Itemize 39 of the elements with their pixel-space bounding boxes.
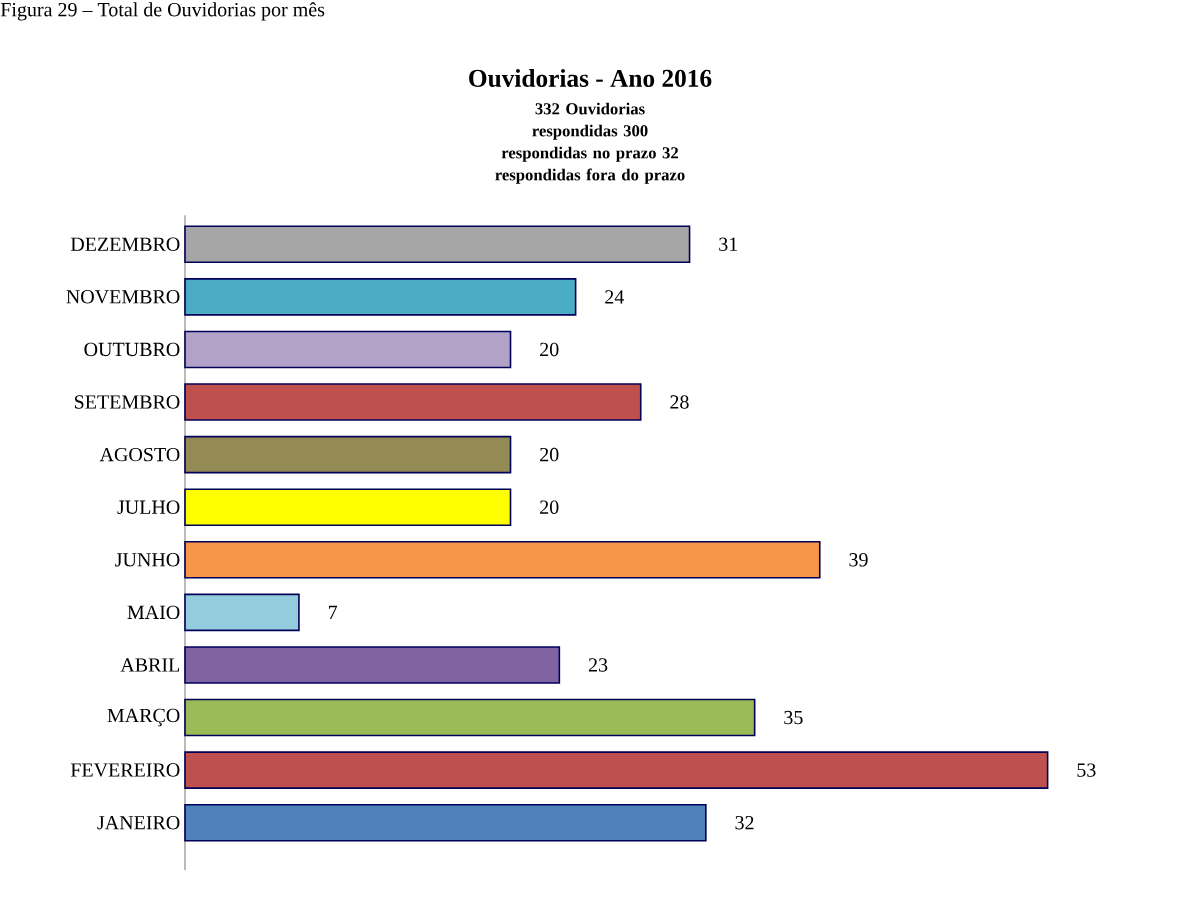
bar (184, 383, 642, 421)
y-tick-label: ABRIL (120, 658, 180, 672)
data-label: 20 (540, 342, 559, 357)
bar (184, 751, 1049, 789)
bar (184, 330, 512, 369)
chart-title: Ouvidorias - Ano 2016 (469, 69, 712, 87)
y-tick-label: SETEMBRO (74, 395, 180, 409)
data-label: 32 (735, 815, 754, 830)
data-label: 31 (719, 237, 738, 251)
y-tick-label: MAIO (127, 605, 180, 620)
y-tick-label: OUTUBRO (84, 342, 180, 357)
data-label: 20 (540, 447, 559, 462)
y-tick-label: FEVEREIRO (70, 763, 180, 777)
y-tick-label: MARÇO (107, 708, 180, 727)
y-tick-label: AGOSTO (99, 447, 180, 462)
bar (184, 278, 577, 316)
chart-subtitle: 332 Ouvidorias respondidas 300 respondidas no prazo 32 respondidas fora do prazo (495, 102, 685, 184)
text: Figura 29 – Total de Ouvidorias por mês (0, 2, 325, 21)
bar (184, 488, 512, 526)
bar (184, 646, 561, 684)
bar (184, 225, 691, 264)
data-label: 24 (605, 290, 625, 304)
y-tick-label: JUNHO (115, 553, 180, 567)
bar (184, 803, 707, 842)
data-label: 35 (784, 710, 803, 725)
y-tick-label: JANEIRO (97, 815, 180, 830)
data-label: 23 (588, 658, 608, 672)
y-tick-label: DEZEMBRO (70, 237, 180, 251)
bar (184, 435, 512, 474)
y-tick-label: JULHO (117, 500, 180, 514)
bar (184, 698, 756, 737)
data-label: 28 (670, 395, 689, 409)
data-label: 7 (328, 605, 338, 619)
data-label: 20 (540, 500, 559, 514)
bar (184, 593, 300, 632)
bar (184, 540, 821, 579)
data-label: 39 (849, 553, 868, 567)
data-label: 53 (1077, 763, 1096, 777)
y-tick-label: NOVEMBRO (66, 290, 180, 304)
